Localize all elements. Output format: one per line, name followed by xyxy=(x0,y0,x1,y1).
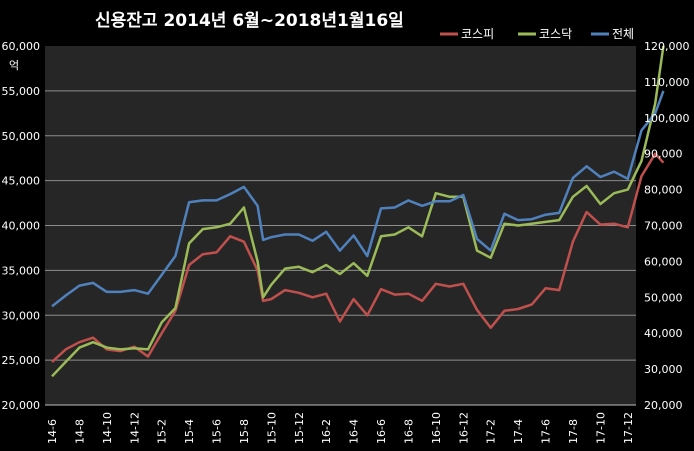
right-y-tick-label: 60,000 xyxy=(644,255,683,268)
x-tick-label: 15-6 xyxy=(211,419,224,444)
series-line-전체 xyxy=(51,90,665,308)
x-tick-label: 16-8 xyxy=(402,419,415,444)
x-tick-label: 14-12 xyxy=(128,412,141,444)
x-tick-label: 17-2 xyxy=(485,419,498,444)
right-y-tick-label: 100,000 xyxy=(644,112,690,125)
x-tick-label: 15-10 xyxy=(265,412,278,444)
left-y-tick-label: 45,000 xyxy=(2,175,41,188)
x-tick-label: 15-4 xyxy=(183,419,196,444)
x-tick-label: 15-12 xyxy=(293,412,306,444)
x-tick-label: 14-8 xyxy=(73,419,86,444)
legend-label: 코스닥 xyxy=(539,27,572,41)
right-y-tick-label: 30,000 xyxy=(644,363,683,376)
right-y-tick-label: 50,000 xyxy=(644,291,683,304)
x-tick-label: 17-6 xyxy=(540,419,553,444)
x-tick-label: 16-6 xyxy=(375,419,388,444)
right-y-tick-label: 70,000 xyxy=(644,220,683,233)
series-layer xyxy=(51,45,665,378)
left-y-tick-label: 30,000 xyxy=(2,309,41,322)
unit-label: 억 xyxy=(9,59,19,72)
left-y-tick-label: 25,000 xyxy=(2,354,41,367)
right-y-axis: 20,000 30,000 40,000 50,000 60,000 70,000 80,0… xyxy=(644,40,690,412)
right-y-tick-label: 120,000 xyxy=(644,40,690,53)
series-line-코스피 xyxy=(51,152,665,363)
right-y-tick-label: 110,000 xyxy=(644,76,690,89)
x-tick-label: 16-10 xyxy=(430,412,443,444)
right-y-tick-label: 80,000 xyxy=(644,184,683,197)
x-tick-label: 15-2 xyxy=(156,419,169,444)
right-y-tick-label: 90,000 xyxy=(644,148,683,161)
left-y-tick-label: 60,000 xyxy=(2,40,41,53)
legend: 코스피 코스닥 전체 xyxy=(440,27,634,41)
right-y-tick-label: 40,000 xyxy=(644,327,683,340)
x-tick-label: 16-4 xyxy=(348,419,361,444)
x-tick-label: 17-8 xyxy=(567,419,580,444)
left-y-tick-label: 35,000 xyxy=(2,264,41,277)
x-tick-label: 16-12 xyxy=(457,412,470,444)
left-y-axis: 20,000 25,000 30,000 35,000 40,000 45,000 50,0… xyxy=(2,40,41,412)
x-tick-label: 16-2 xyxy=(320,419,333,444)
x-tick-label: 17-4 xyxy=(512,419,525,444)
x-tick-label: 15-8 xyxy=(238,419,251,444)
left-y-tick-label: 20,000 xyxy=(2,399,41,412)
legend-label: 코스피 xyxy=(461,27,494,41)
series-line-코스닥 xyxy=(51,45,665,378)
right-y-tick-label: 20,000 xyxy=(644,399,683,412)
chart-title: 신용잔고 2014년 6월~2018년1월16일 xyxy=(95,11,404,31)
left-y-tick-label: 50,000 xyxy=(2,130,41,143)
x-tick-label: 17-10 xyxy=(594,412,607,444)
x-tick-label: 14-6 xyxy=(46,419,59,444)
x-axis: 14-6 14-8 14-10 14-12 15-2 15-4 15-6 15-8 15-10 1… xyxy=(45,404,636,444)
left-y-tick-label: 40,000 xyxy=(2,220,41,233)
left-y-tick-label: 55,000 xyxy=(2,85,41,98)
legend-label: 전체 xyxy=(612,27,634,41)
x-tick-label: 14-10 xyxy=(101,412,114,444)
x-tick-label: 17-12 xyxy=(622,412,635,444)
grid-layer xyxy=(45,90,636,361)
